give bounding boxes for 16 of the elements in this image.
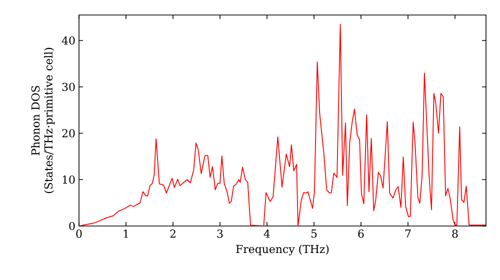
x-tick-label: 0: [76, 230, 82, 238]
x-tick-label: 7: [405, 230, 411, 238]
x-tick-label: 6: [358, 230, 364, 238]
x-tick-label: 2: [170, 230, 176, 238]
y-tick-label: 40: [62, 36, 75, 45]
x-tick-label: 4: [264, 230, 270, 238]
y-tick-label: 20: [62, 129, 75, 138]
y-tick-label: 30: [62, 82, 75, 92]
x-tick-label: 3: [217, 230, 223, 238]
y-axis-title: Phonon DOS (States/THz·primitive cell): [31, 48, 55, 194]
x-tick-label: 1: [124, 230, 128, 238]
x-tick-label: 8: [452, 230, 458, 238]
y-tick-label: 0: [69, 222, 75, 230]
x-tick-label: 5: [311, 230, 317, 238]
x-axis-title: Frequency (THz): [236, 244, 329, 256]
y-tick-label: 10: [62, 175, 75, 184]
